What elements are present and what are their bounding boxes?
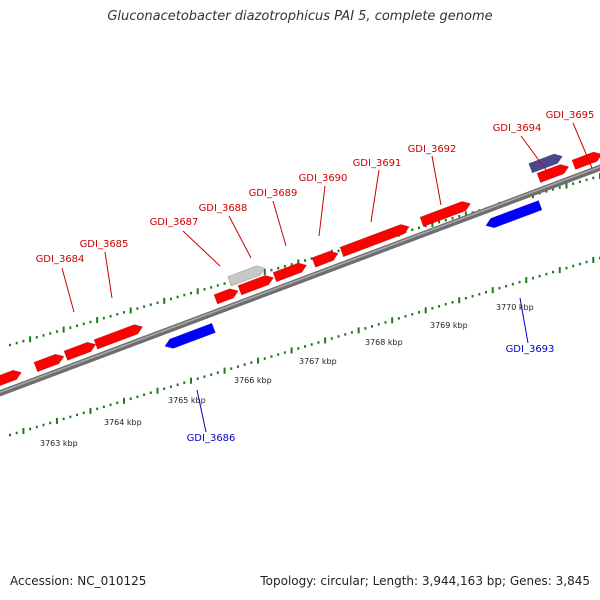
forward-gene-arrow xyxy=(272,262,308,283)
purple-feature-box xyxy=(528,153,563,174)
reverse-gene-arrow xyxy=(485,200,543,229)
forward-gene-arrow xyxy=(311,250,339,268)
gene-leader-line xyxy=(520,135,553,179)
tick-label: 3763 kbp xyxy=(40,439,78,448)
gene-callouts: GDI_3684 GDI_3685 GDI_3686 GDI_3687GDI_3688… xyxy=(36,110,595,444)
gene-label: GDI_3690 xyxy=(299,173,348,184)
gene-label: GDI_3684 xyxy=(36,254,85,265)
gene-label: GDI_3688 xyxy=(199,203,248,214)
gene-label: GDI_3694 xyxy=(493,123,542,134)
tick-label: 3769 kbp xyxy=(430,321,468,330)
gene-leader-line xyxy=(272,200,287,247)
gene-leader-line xyxy=(519,297,529,344)
tick-label: 3765 kbp xyxy=(168,396,206,405)
gene-leader-line xyxy=(572,122,593,169)
genome-backbone-highlight xyxy=(0,165,600,394)
gene-label: GDI_3693 xyxy=(506,344,555,355)
gene-leader-line xyxy=(196,389,207,433)
forward-gene-arrow xyxy=(536,164,570,183)
forward-gene-arrow xyxy=(93,324,144,350)
tick-label: 3767 kbp xyxy=(299,357,337,366)
gene-leader-line xyxy=(61,267,75,313)
forward-gene-arrow xyxy=(213,288,239,305)
gene-label: GDI_3691 xyxy=(353,158,402,169)
gene-leader-line xyxy=(228,215,252,259)
forward-gene-arrow xyxy=(63,341,97,361)
genome-backbone xyxy=(0,164,600,397)
gene-label: GDI_3685 xyxy=(80,239,129,250)
tick-label: 3764 kbp xyxy=(104,418,142,427)
topology-text: Topology: circular; Length: 3,944,163 bp… xyxy=(260,574,590,588)
extra-features xyxy=(227,153,563,287)
gene-leader-line xyxy=(370,169,380,223)
gene-leader-line xyxy=(104,251,113,299)
grey-feature-box xyxy=(227,265,266,287)
gene-label: GDI_3686 xyxy=(187,433,236,444)
reverse-gene-arrow xyxy=(164,322,216,349)
forward-gene-arrow xyxy=(419,201,471,227)
forward-gene-arrow xyxy=(339,224,410,258)
tick-label: 3766 kbp xyxy=(234,376,272,385)
forward-gene-arrow xyxy=(33,353,65,373)
forward-gene-arrow xyxy=(237,275,274,296)
forward-gene-arrow xyxy=(0,369,22,387)
gene-leader-line xyxy=(182,230,221,267)
tick-label: 3770 kbp xyxy=(496,303,534,312)
genes xyxy=(0,151,600,387)
gene-label: GDI_3695 xyxy=(546,110,595,121)
gene-label: GDI_3689 xyxy=(249,188,298,199)
gene-leader-line xyxy=(318,185,326,237)
accession-text: Accession: NC_010125 xyxy=(10,574,147,588)
gene-label: GDI_3687 xyxy=(150,217,199,228)
gene-label: GDI_3692 xyxy=(408,144,457,155)
tick-labels: 3763 kbp 3764 kbp 3765 kbp 3766 kbp 3767 kbp… xyxy=(40,303,534,448)
gene-leader-line xyxy=(431,155,442,206)
tick-label: 3768 kbp xyxy=(365,338,403,347)
map-title: Gluconacetobacter diazotrophicus PAI 5, … xyxy=(107,9,493,24)
